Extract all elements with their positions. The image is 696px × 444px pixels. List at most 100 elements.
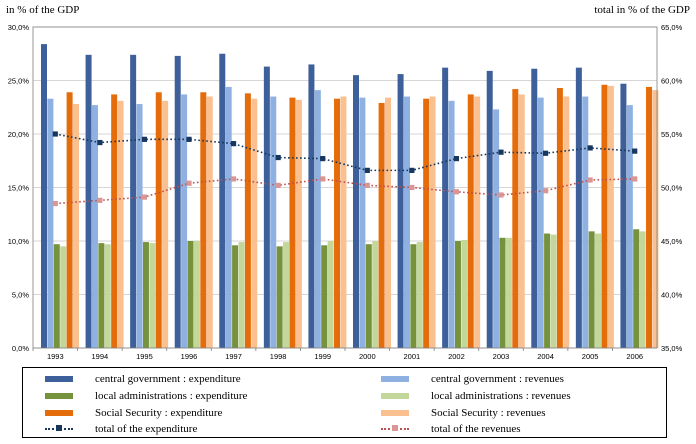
bar — [601, 84, 608, 348]
legend-label: central government : revenues — [431, 373, 564, 385]
category-label: 1994 — [92, 352, 109, 361]
line-point — [587, 145, 593, 151]
category-label: 1993 — [47, 352, 64, 361]
bar — [200, 92, 207, 349]
left-tick-label: 20,0% — [8, 130, 30, 139]
legend-label: local administrations : expenditure — [95, 390, 248, 402]
category-label: 2003 — [493, 352, 510, 361]
right-tick-label: 40,0% — [661, 291, 683, 300]
bar — [423, 98, 430, 348]
line-point — [453, 189, 460, 195]
bar — [474, 96, 481, 348]
line-point — [632, 148, 638, 154]
bar — [225, 86, 232, 349]
bar — [111, 94, 118, 348]
legend-item-cg-revenues: central government : revenues — [381, 372, 564, 386]
category-label: 2002 — [448, 352, 465, 361]
right-tick-label: 50,0% — [661, 184, 683, 193]
bar — [563, 96, 570, 348]
bar — [556, 87, 563, 349]
bar — [359, 97, 366, 349]
bar — [372, 241, 379, 348]
bar — [493, 109, 500, 348]
left-tick-label: 30,0% — [8, 23, 30, 32]
bar — [41, 44, 47, 349]
bar — [607, 85, 614, 348]
line-point — [320, 176, 326, 182]
line-point — [542, 150, 549, 156]
bar — [544, 233, 551, 348]
legend-label: central government : expenditure — [95, 373, 241, 385]
right-tick-label: 65,0% — [661, 23, 683, 32]
bar — [130, 54, 137, 348]
right-tick-label: 55,0% — [661, 130, 683, 139]
bar — [442, 67, 449, 348]
line-point — [542, 188, 549, 194]
legend-label: Social Security : revenues — [431, 407, 546, 419]
legend-item-total-revenues: total of the revenues — [381, 422, 521, 436]
category-label: 2004 — [537, 352, 554, 361]
bar — [327, 241, 334, 348]
bar — [646, 86, 653, 349]
category-label: 1997 — [225, 352, 242, 361]
bar — [66, 92, 73, 349]
category-label: 2005 — [582, 352, 599, 361]
bar — [582, 96, 589, 348]
legend: central government : expenditure central… — [22, 367, 667, 438]
bar — [512, 89, 519, 348]
bar — [193, 241, 200, 348]
line-point — [230, 176, 237, 182]
line-point — [632, 176, 638, 182]
chart: in % of the GDP total in % of the GDP 0,… — [6, 4, 690, 361]
line-point — [97, 197, 103, 203]
bar — [60, 246, 67, 348]
bar — [410, 244, 417, 348]
bar — [238, 242, 245, 348]
right-tick-label: 60,0% — [661, 77, 683, 86]
line-point — [275, 154, 281, 161]
right-tick-label: 45,0% — [661, 237, 683, 246]
bar — [639, 231, 646, 348]
bar — [403, 96, 410, 348]
line-point — [141, 136, 148, 142]
bar — [505, 237, 512, 348]
legend-label: Social Security : expenditure — [95, 407, 223, 419]
bar — [244, 93, 251, 348]
bars — [41, 44, 659, 349]
bar — [429, 96, 436, 348]
bar — [575, 67, 582, 348]
right-tick-label: 35,0% — [661, 344, 683, 353]
line-point — [364, 167, 370, 173]
bar — [454, 241, 461, 348]
bar — [633, 229, 640, 348]
line-point — [453, 156, 460, 162]
bar — [283, 242, 290, 348]
bar — [142, 242, 149, 348]
line-point — [141, 194, 148, 200]
legend-swatch — [381, 376, 409, 382]
bar — [98, 243, 105, 348]
bar — [47, 98, 54, 348]
bar — [378, 102, 385, 348]
legend-swatch — [381, 393, 409, 399]
bar — [385, 97, 391, 349]
bar — [251, 98, 258, 348]
bar — [588, 231, 595, 348]
legend-item-la-revenues: local administrations : revenues — [381, 389, 571, 403]
legend-line-marker — [45, 425, 73, 433]
left-tick-label: 10,0% — [8, 237, 30, 246]
legend-line-marker — [381, 425, 409, 433]
line-point — [409, 167, 415, 173]
line-point — [320, 156, 326, 162]
bar — [276, 246, 283, 348]
line-point — [587, 177, 593, 183]
bar — [626, 105, 633, 348]
left-tick-label: 15,0% — [8, 184, 30, 193]
category-label: 1999 — [314, 352, 331, 361]
left-axis-title: in % of the GDP — [6, 4, 79, 16]
legend-label: local administrations : revenues — [431, 390, 571, 402]
legend-item-total-expenditure: total of the expenditure — [45, 422, 197, 436]
line-point — [364, 182, 370, 188]
line-point — [498, 149, 504, 155]
category-label: 2000 — [359, 352, 376, 361]
